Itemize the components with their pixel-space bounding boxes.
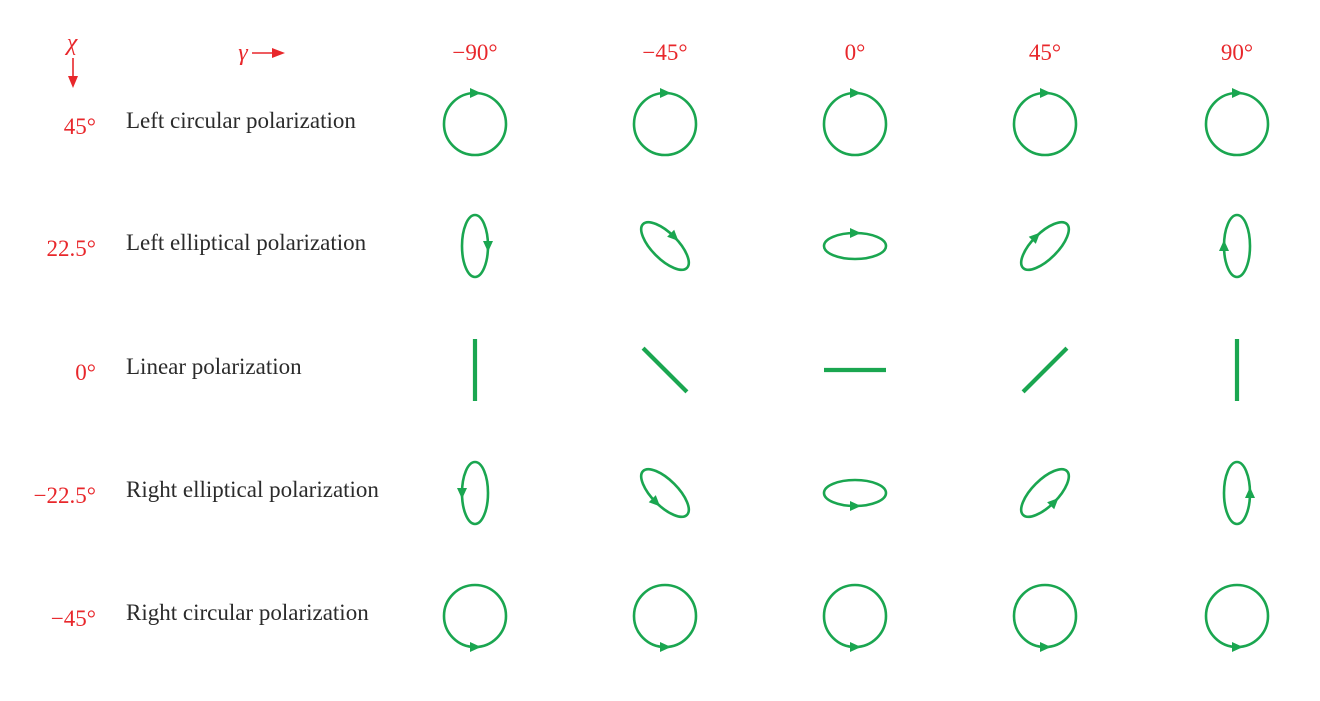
rotation-arrowhead bbox=[470, 88, 481, 98]
circular-polarization-glyph bbox=[442, 583, 508, 652]
circle-path bbox=[1204, 583, 1270, 649]
polarization-rows: 45° Left circular polarization 22.5° Left e… bbox=[34, 88, 1270, 652]
elliptical-polarization-glyph bbox=[457, 460, 490, 526]
chi-axis-symbol: χ bbox=[65, 30, 79, 56]
gamma-axis-arrow bbox=[252, 48, 285, 58]
circle-path bbox=[632, 583, 698, 649]
gamma-column-label: 90° bbox=[1221, 40, 1253, 65]
gamma-axis-symbol: γ bbox=[238, 40, 248, 66]
circular-polarization-glyph bbox=[1204, 88, 1270, 157]
circle-path bbox=[1012, 91, 1078, 157]
elliptical-polarization-glyph bbox=[1019, 467, 1071, 519]
rotation-arrowhead bbox=[1245, 487, 1255, 498]
polarization-row: −45° Right circular polarization bbox=[51, 583, 1270, 652]
elliptical-polarization-glyph bbox=[1219, 213, 1252, 279]
rotation-arrowhead bbox=[470, 642, 481, 652]
rotation-arrowhead bbox=[1040, 642, 1051, 652]
ellipse-path bbox=[822, 231, 888, 261]
elliptical-polarization-glyph bbox=[639, 220, 691, 272]
circle-path bbox=[822, 583, 888, 649]
polarization-name: Left circular polarization bbox=[126, 108, 356, 133]
polarization-row: 0° Linear polarization bbox=[75, 339, 1240, 401]
line-path bbox=[641, 346, 689, 394]
chi-row-label: 0° bbox=[75, 360, 96, 385]
chi-axis-arrow bbox=[68, 58, 78, 88]
ellipse-path bbox=[822, 478, 888, 508]
ellipse-path bbox=[1019, 467, 1071, 519]
elliptical-polarization-glyph bbox=[822, 228, 888, 261]
elliptical-polarization-glyph bbox=[1019, 220, 1071, 272]
chi-row-label: 45° bbox=[64, 114, 96, 139]
circle-path bbox=[1204, 91, 1270, 157]
rotation-arrowhead bbox=[1219, 240, 1229, 251]
rotation-arrowhead bbox=[660, 88, 671, 98]
polarization-name: Left elliptical polarization bbox=[126, 230, 367, 255]
gamma-column-label: −90° bbox=[452, 40, 497, 65]
ellipse-path bbox=[639, 220, 691, 272]
line-path bbox=[1021, 346, 1069, 394]
circular-polarization-glyph bbox=[1012, 88, 1078, 157]
circular-polarization-glyph bbox=[1204, 583, 1270, 652]
circular-polarization-glyph bbox=[1012, 583, 1078, 652]
elliptical-polarization-glyph bbox=[639, 467, 691, 519]
circle-path bbox=[442, 91, 508, 157]
elliptical-polarization-glyph bbox=[822, 478, 888, 511]
rotation-arrowhead bbox=[667, 229, 679, 242]
polarization-name: Right circular polarization bbox=[126, 600, 369, 625]
rotation-arrowhead bbox=[1047, 497, 1059, 510]
circular-polarization-glyph bbox=[632, 88, 698, 157]
ellipse-path bbox=[1019, 220, 1071, 272]
rotation-arrowhead bbox=[648, 495, 661, 507]
circular-polarization-glyph bbox=[822, 88, 888, 157]
rotation-arrowhead bbox=[457, 488, 467, 499]
gamma-column-label: 0° bbox=[845, 40, 866, 65]
ellipse-path bbox=[460, 213, 490, 279]
rotation-arrowhead bbox=[850, 501, 861, 511]
circle-path bbox=[1012, 583, 1078, 649]
rotation-arrowhead bbox=[483, 241, 493, 252]
gamma-column-headers: −90° −45° 0° 45° 90° bbox=[452, 40, 1253, 65]
polarization-name: Right elliptical polarization bbox=[126, 477, 379, 502]
rotation-arrowhead bbox=[850, 228, 861, 238]
polarization-row: 22.5° Left elliptical polarization bbox=[47, 213, 1252, 279]
rotation-arrowhead bbox=[1232, 88, 1243, 98]
circular-polarization-glyph bbox=[632, 583, 698, 652]
ellipse-path bbox=[460, 460, 490, 526]
rotation-arrowhead bbox=[1040, 88, 1051, 98]
elliptical-polarization-glyph bbox=[1222, 460, 1255, 526]
rotation-arrowhead bbox=[1232, 642, 1243, 652]
chi-row-label: 22.5° bbox=[47, 236, 96, 261]
ellipse-path bbox=[1222, 213, 1252, 279]
gamma-column-label: −45° bbox=[642, 40, 687, 65]
ellipse-path bbox=[639, 467, 691, 519]
chi-row-label: −45° bbox=[51, 606, 96, 631]
polarization-row: 45° Left circular polarization bbox=[64, 88, 1270, 157]
circle-path bbox=[632, 91, 698, 157]
polarization-name: Linear polarization bbox=[126, 354, 302, 379]
linear-polarization-glyph bbox=[641, 346, 689, 394]
elliptical-polarization-glyph bbox=[460, 213, 493, 279]
polarization-row: −22.5° Right elliptical polarization bbox=[34, 460, 1255, 526]
circle-path bbox=[822, 91, 888, 157]
rotation-arrowhead bbox=[1028, 232, 1041, 244]
gamma-column-label: 45° bbox=[1029, 40, 1061, 65]
circular-polarization-glyph bbox=[822, 583, 888, 652]
rotation-arrowhead bbox=[850, 642, 861, 652]
rotation-arrowhead bbox=[850, 88, 861, 98]
circular-polarization-glyph bbox=[442, 88, 508, 157]
linear-polarization-glyph bbox=[1021, 346, 1069, 394]
ellipse-path bbox=[1222, 460, 1252, 526]
circle-path bbox=[442, 583, 508, 649]
rotation-arrowhead bbox=[660, 642, 671, 652]
chi-row-label: −22.5° bbox=[34, 483, 96, 508]
